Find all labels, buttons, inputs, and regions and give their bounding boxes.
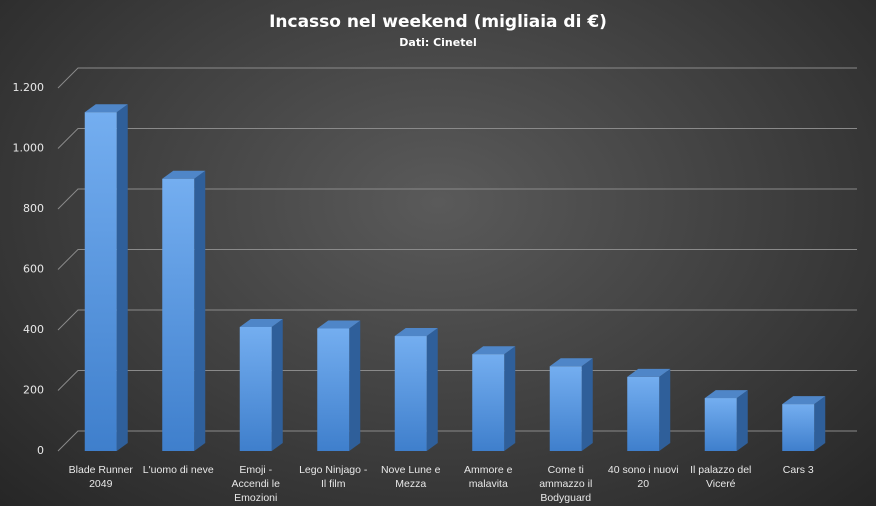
grid-line [57, 370, 857, 391]
bar-face [659, 368, 671, 451]
bar-face [394, 336, 427, 451]
bar-face [239, 326, 272, 451]
x-tick-label: Cars 3 [782, 464, 814, 476]
x-tick-label: Blade Runner 2049 [68, 464, 133, 490]
y-tick-label: 1.200 [13, 81, 45, 94]
y-tick-label: 0 [37, 444, 44, 457]
bar-face [162, 178, 195, 451]
bar [317, 320, 361, 451]
grid-line [57, 249, 857, 270]
x-tick-label: Come ti ammazzo il Bodyguard [539, 464, 593, 504]
grid-line [57, 188, 857, 210]
bar-face [704, 398, 737, 451]
x-tick-label: Lego Ninjago - Il film [299, 464, 368, 490]
bar-face [426, 328, 438, 451]
chart-title: Incasso nel weekend (migliaia di €) [269, 12, 607, 32]
bar [472, 346, 516, 451]
bar-face [84, 104, 128, 113]
bar [704, 390, 748, 451]
grid-line [57, 128, 857, 149]
bar-face [627, 368, 671, 377]
bar-face [627, 376, 660, 451]
bar [394, 328, 438, 451]
x-tick-label: L'uomo di neve [142, 464, 214, 476]
chart-subtitle: Dati: Cinetel [399, 36, 476, 49]
bar-face [394, 328, 438, 337]
x-tick-label: Il palazzo del Viceré [690, 464, 752, 490]
bar [239, 318, 283, 451]
bar-face [814, 396, 826, 451]
bar-face [162, 170, 206, 179]
bar-face [581, 358, 593, 451]
bar-face [116, 104, 128, 451]
bar-face [349, 320, 361, 451]
y-tick-label: 800 [23, 202, 44, 215]
bar-face [782, 396, 826, 405]
bar-face [84, 112, 117, 451]
bar [782, 396, 826, 451]
bar [162, 170, 206, 451]
y-tick-label: 600 [23, 263, 44, 276]
x-tick-label: Nove Lune e Mezza [380, 464, 441, 490]
y-tick-label: 1.000 [13, 142, 45, 155]
bar [84, 104, 128, 451]
bar-face [317, 328, 350, 451]
bar-face [472, 346, 516, 355]
bar-face [472, 354, 505, 451]
bar-face [736, 390, 748, 451]
bar-face [549, 366, 582, 451]
x-tick-label: Emoji - Accendi le Emozioni [231, 464, 280, 504]
bar-face [549, 358, 593, 367]
grid-line [57, 309, 857, 331]
x-tick-label: Ammore e malavita [464, 464, 513, 490]
bar [627, 368, 671, 451]
bar-face [194, 170, 206, 451]
bar-face [271, 318, 283, 451]
grid-line [57, 430, 857, 452]
bar-face [317, 320, 361, 329]
bar [549, 358, 593, 451]
bar-face [782, 404, 815, 451]
x-tick-label: 40 sono i nuovi 20 [607, 464, 679, 490]
y-tick-label: 400 [23, 323, 44, 336]
grid-line [57, 67, 857, 89]
bar-face [704, 390, 748, 399]
y-tick-label: 200 [23, 384, 44, 397]
bar-face [239, 318, 283, 327]
bar-face [504, 346, 516, 451]
